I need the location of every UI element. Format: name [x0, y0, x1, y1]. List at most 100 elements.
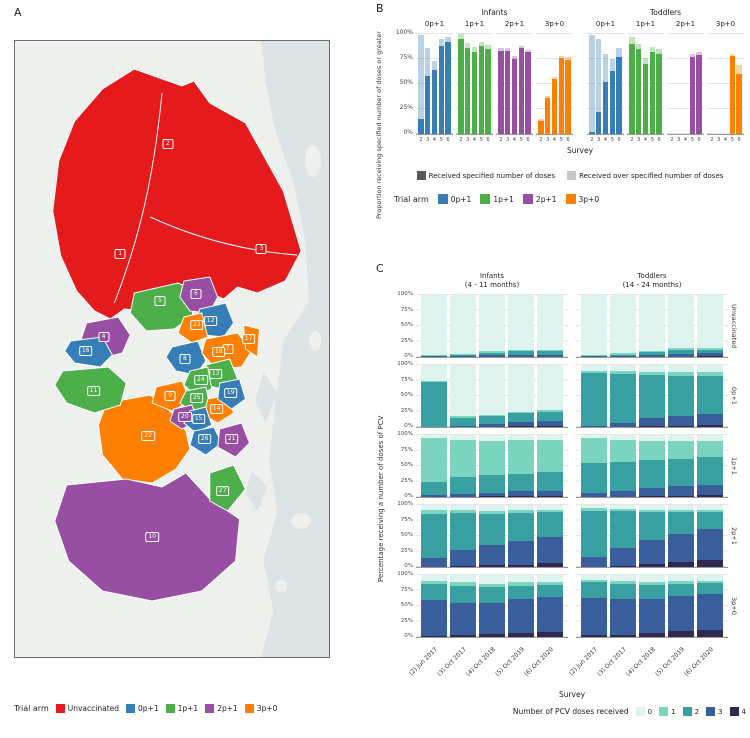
- dose-0-segment: [639, 365, 665, 373]
- bar-over-segment: [545, 96, 551, 98]
- dose-2-segment: [639, 352, 665, 355]
- dose-0-segment: [610, 575, 636, 582]
- y-tick: 50%: [400, 392, 413, 398]
- dose-1-segment: [537, 349, 563, 352]
- panel-b-y-tick: 25%: [399, 104, 413, 111]
- dose-3-segment: [697, 593, 723, 630]
- dose-3-segment: [537, 490, 563, 497]
- legend-label: Unvaccinated: [67, 704, 120, 713]
- legend-label: 0: [647, 707, 653, 716]
- bar-specified-segment: [525, 52, 531, 134]
- panel-c-facet-Unvaccinated-Infants: [416, 294, 568, 358]
- panel-c-bars-0p+1-Infants: [416, 365, 568, 427]
- cluster-marker-19: 19: [223, 387, 238, 398]
- y-tick: 100%: [397, 501, 413, 507]
- dose-0-segment: [508, 295, 534, 350]
- bar-Toddlers-0p+1-survey-6: [616, 48, 622, 134]
- stacked-bar-2p+1-Toddlers-2: [581, 505, 607, 567]
- bar-Infants-2p+1-survey-2: [498, 48, 504, 134]
- dose-0-segment: [639, 575, 665, 583]
- bar-Infants-0p+1-survey-4: [431, 61, 438, 134]
- bar-Infants-1p+1-survey-5: [478, 42, 484, 134]
- dose-0-segment: [610, 365, 636, 372]
- dose-0-segment: [639, 295, 665, 351]
- legend-label: 1p+1: [177, 704, 199, 713]
- legend-item-Received specified number of doses: Received specified number of doses: [416, 171, 555, 180]
- panel-c-y-ticks-Unvaccinated: 0% 25% 50% 75% 100%: [392, 291, 416, 359]
- bay: [245, 471, 268, 511]
- bar-over-segment: [656, 49, 662, 54]
- stacked-bar-0p+1-Toddlers-5: [668, 365, 694, 427]
- bar-Toddlers-1p+1-survey-3: [636, 44, 642, 134]
- x-tick-label: (6) Oct 2020: [523, 646, 555, 678]
- x-tick: 5: [610, 137, 614, 143]
- dose-3-segment: [421, 495, 447, 497]
- bar-specified-segment: [485, 49, 491, 134]
- dose-0-segment: [581, 435, 607, 439]
- panel-c-bars-3p+0-Infants: [416, 575, 568, 637]
- panel-c-facet-1p+1-Infants: [416, 434, 568, 498]
- dose-2-segment: [450, 477, 476, 494]
- stacked-bar-3p+0-Toddlers-2: [581, 575, 607, 637]
- dose-2-segment: [610, 373, 636, 424]
- dose-2-segment: [450, 417, 476, 426]
- dose-3-segment: [639, 354, 665, 357]
- x-tick-label: (2) Jun 2017: [407, 646, 439, 678]
- legend-item-0: 0: [635, 707, 653, 716]
- x-tick-label: (3) Oct 2017: [596, 646, 628, 678]
- bar-over-segment: [471, 47, 478, 52]
- dose-1-segment: [581, 371, 607, 374]
- dose-3-segment: [668, 486, 694, 496]
- stacked-bar-0p+1-Toddlers-6: [697, 365, 723, 427]
- legend-label: 0p+1: [450, 194, 472, 204]
- dose-2-segment: [581, 582, 607, 598]
- bar-Infants-0p+1-survey-5: [438, 39, 444, 134]
- cluster-marker-4: 4: [98, 332, 110, 343]
- bar-Toddlers-1p+1-survey-6: [656, 49, 662, 134]
- dose-2-segment: [581, 462, 607, 493]
- bar-specified-segment: [545, 98, 551, 134]
- y-tick: 0%: [404, 633, 413, 639]
- panel-c-bars-3p+0-Toddlers: [576, 575, 728, 637]
- dose-3-segment: [668, 596, 694, 632]
- stacked-bar-2p+1-Toddlers-3: [610, 505, 636, 567]
- cluster-marker-24: 24: [194, 374, 208, 385]
- panel-b-group-strips: Infants Toddlers: [416, 6, 750, 19]
- dose-0-segment: [479, 435, 505, 442]
- bar-specified-segment: [418, 119, 424, 134]
- x-tick: 6: [486, 137, 490, 143]
- dose-3-segment: [479, 545, 505, 566]
- dose-1-segment: [479, 414, 505, 416]
- column-header-title: Toddlers: [637, 272, 667, 280]
- cluster-marker-15: 15: [191, 414, 206, 425]
- dose-2-segment: [697, 583, 723, 594]
- pcv-doses-legend: Number of PCV doses received 0 1 2 3 4: [376, 707, 750, 716]
- dose-4-segment: [537, 632, 563, 637]
- dose-0-segment: [697, 575, 723, 582]
- dose-1-segment: [581, 355, 607, 356]
- dose-3-segment: [581, 356, 607, 357]
- bar-Infants-1p+1-survey-2: [458, 34, 464, 134]
- cluster-marker-27: 27: [215, 486, 230, 497]
- y-tick: 50%: [400, 532, 413, 538]
- bar-specified-segment: [565, 60, 571, 134]
- dose-2-segment: [537, 472, 563, 491]
- bar-over-segment: [418, 35, 424, 119]
- cluster-boundary: [113, 92, 163, 304]
- stacked-bar-Unvaccinated-Toddlers-3: [610, 295, 636, 357]
- stacked-bar-1p+1-Infants-2: [421, 435, 447, 497]
- dose-3-segment: [610, 491, 636, 497]
- dose-3-segment: [697, 484, 723, 496]
- bar-specified-segment: [431, 70, 438, 134]
- dose-2-segment: [668, 375, 694, 416]
- dose-0-segment: [668, 295, 694, 349]
- panel-c-row-1p+1: 0% 25% 50% 75% 100% 1p+1: [392, 431, 750, 499]
- panel-b-y-tick: 100%: [395, 29, 413, 36]
- stacked-bar-Unvaccinated-Toddlers-4: [639, 295, 665, 357]
- dose-4-segment: [639, 426, 665, 427]
- island: [275, 580, 288, 592]
- dose-2-segment: [610, 511, 636, 549]
- bar-specified-segment: [589, 132, 595, 134]
- dose-3-segment: [450, 493, 476, 497]
- dose-4-segment: [479, 496, 505, 497]
